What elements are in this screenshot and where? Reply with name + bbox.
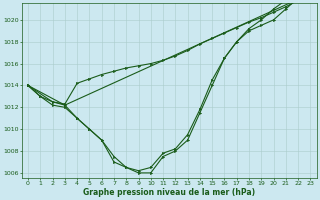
X-axis label: Graphe pression niveau de la mer (hPa): Graphe pression niveau de la mer (hPa) bbox=[83, 188, 255, 197]
